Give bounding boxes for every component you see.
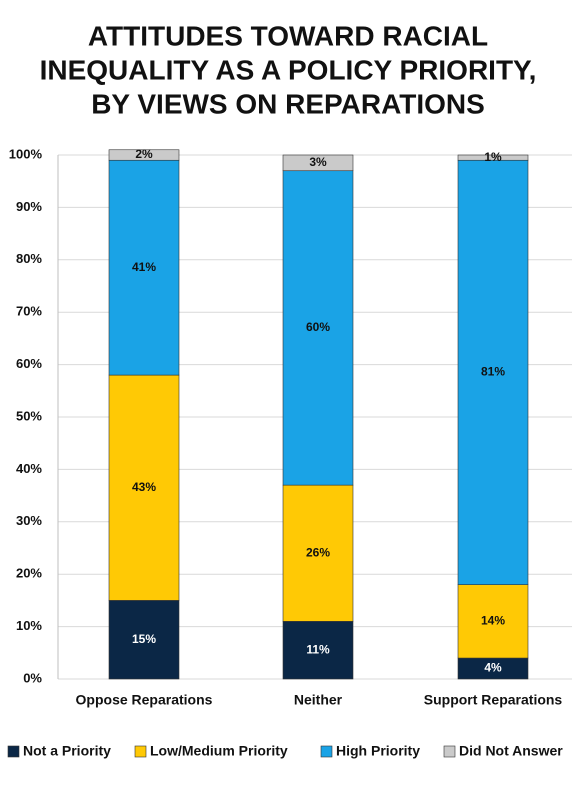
value-label: 60% [306, 320, 330, 334]
x-tick-label: Support Reparations [424, 692, 563, 708]
y-tick-label: 60% [16, 356, 42, 371]
y-tick-label: 50% [16, 408, 42, 423]
y-tick-label: 30% [16, 513, 42, 528]
y-tick-label: 10% [16, 618, 42, 633]
bar-segment [108, 149, 180, 161]
y-tick-label: 80% [16, 251, 42, 266]
bar-segment [457, 154, 529, 161]
y-tick-label: 70% [16, 304, 42, 319]
bar-segment [282, 154, 354, 172]
legend-swatch [134, 745, 147, 758]
legend-label: Not a Priority [23, 743, 111, 759]
y-tick-label: 90% [16, 199, 42, 214]
legend-swatch [320, 745, 333, 758]
value-label: 2% [135, 147, 153, 161]
y-tick-label: 20% [16, 566, 42, 581]
value-label: 26% [306, 545, 330, 559]
value-label: 11% [306, 642, 330, 656]
y-tick-label: 40% [16, 461, 42, 476]
x-tick-label: Neither [294, 692, 343, 708]
chart-title: INEQUALITY AS A POLICY PRIORITY, [40, 54, 537, 85]
legend-label: Did Not Answer [459, 743, 563, 759]
y-tick-label: 100% [9, 146, 43, 161]
value-label: 14% [481, 614, 505, 628]
y-tick-label: 0% [23, 670, 42, 685]
legend-swatch [7, 745, 20, 758]
chart-title: BY VIEWS ON REPARATIONS [91, 88, 485, 119]
legend-label: High Priority [336, 743, 420, 759]
bar-segment [282, 484, 354, 622]
bar-segment [457, 584, 529, 659]
value-label: 81% [481, 365, 505, 379]
value-label: 3% [309, 155, 327, 169]
bar-segment [108, 374, 180, 601]
x-tick-label: Oppose Reparations [76, 692, 213, 708]
value-label: 1% [484, 150, 502, 164]
chart-title: ATTITUDES TOWARD RACIAL [88, 20, 488, 51]
legend-label: Low/Medium Priority [150, 743, 288, 759]
bar-segment [282, 170, 354, 486]
bar-segment [108, 600, 180, 680]
value-label: 41% [132, 260, 156, 274]
value-label: 43% [132, 480, 156, 494]
value-label: 4% [484, 661, 502, 675]
bar-segment [457, 159, 529, 585]
legend-swatch [443, 745, 456, 758]
value-label: 15% [132, 632, 156, 646]
